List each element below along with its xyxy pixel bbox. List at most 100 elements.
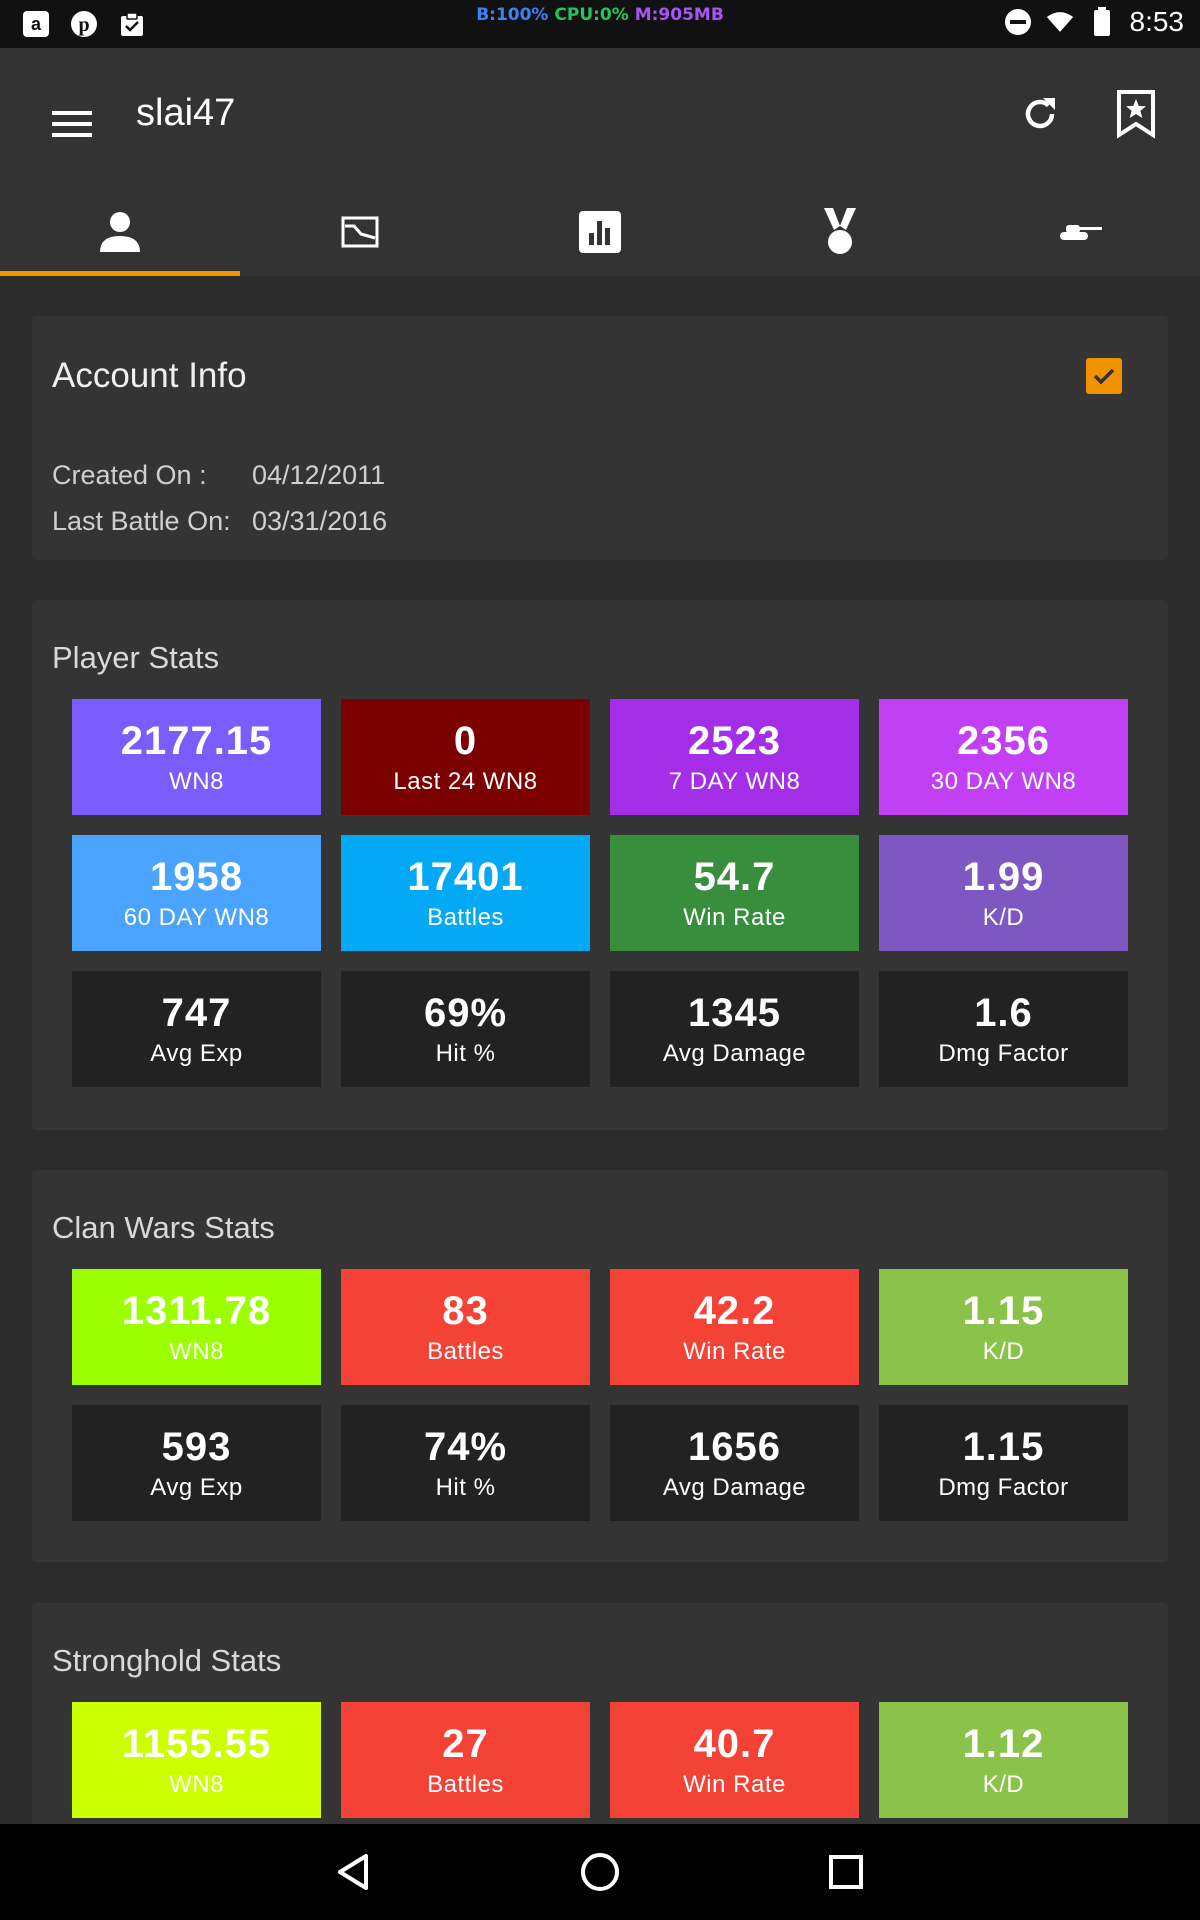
- tab-account[interactable]: [0, 188, 240, 276]
- stat-tile: 1155.55 WN8: [72, 1702, 321, 1818]
- tab-bar: [0, 188, 1200, 276]
- stat-label: Battles: [427, 904, 504, 931]
- bookmark-star-icon: [1117, 90, 1155, 139]
- stat-label: Dmg Factor: [938, 1040, 1069, 1067]
- created-on-value: 04/12/2011: [252, 460, 386, 490]
- stat-value: 2356: [957, 719, 1050, 763]
- home-icon: [581, 1853, 619, 1891]
- cpu-monitor: CPU:0%: [554, 5, 629, 25]
- stat-tile: 83 Battles: [341, 1269, 590, 1385]
- stat-value: 1311.78: [121, 1289, 272, 1333]
- refresh-icon: [1025, 98, 1055, 129]
- last-battle-label: Last Battle On:: [52, 506, 231, 536]
- stat-value: 593: [161, 1425, 232, 1469]
- stat-tile: 54.7 Win Rate: [610, 835, 859, 951]
- stat-tile: 27 Battles: [341, 1702, 590, 1818]
- bar-chart-icon: [579, 211, 621, 253]
- stat-value: 83: [442, 1289, 489, 1333]
- stat-value: 747: [161, 991, 232, 1035]
- recents-button[interactable]: [818, 1844, 874, 1900]
- stat-label: 60 DAY WN8: [123, 904, 270, 931]
- svg-text:a: a: [31, 14, 42, 34]
- person-icon: [100, 212, 140, 252]
- stat-value: 1.99: [962, 855, 1045, 899]
- stat-tile: 2177.15 WN8: [72, 699, 321, 815]
- stat-value: 2177.15: [120, 719, 273, 763]
- pinterest-icon: p: [70, 10, 98, 38]
- stronghold-stats-grid: 1155.55 WN8 27 Battles 40.7 Win Rate 1.12 K/D: [72, 1702, 1128, 1818]
- stat-tile: 1656 Avg Damage: [610, 1405, 859, 1521]
- system-monitor: B:100% CPU:0% M:905MB: [0, 5, 1200, 25]
- tank-icon: [1060, 225, 1102, 240]
- stat-label: 7 DAY WN8: [668, 768, 801, 795]
- stat-tile: 593 Avg Exp: [72, 1405, 321, 1521]
- stat-value: 1.15: [962, 1289, 1045, 1333]
- amazon-icon: a: [22, 10, 50, 38]
- bookmark-button[interactable]: [1110, 86, 1162, 142]
- stat-label: Avg Exp: [150, 1474, 243, 1501]
- last-battle-value: 03/31/2016: [252, 506, 388, 536]
- battery-icon: [1088, 7, 1116, 36]
- stat-label: Avg Damage: [662, 1040, 807, 1067]
- battery-monitor: B:100%: [476, 5, 549, 25]
- stat-tile: 1311.78 WN8: [72, 1269, 321, 1385]
- stat-value: 69%: [423, 991, 508, 1035]
- stat-value: 74%: [423, 1425, 508, 1469]
- stat-value: 1656: [688, 1425, 781, 1469]
- tab-vehicles[interactable]: [960, 188, 1200, 276]
- stat-label: K/D: [982, 1338, 1025, 1365]
- created-on-label: Created On :: [52, 460, 207, 490]
- stat-tile: 1.15 Dmg Factor: [879, 1405, 1128, 1521]
- svg-text:p: p: [78, 14, 89, 36]
- player-stats-grid: 2177.15 WN8 0 Last 24 WN8 2523 7 DAY WN8 2356 3…: [72, 699, 1128, 1087]
- stat-tile: 2523 7 DAY WN8: [610, 699, 859, 815]
- stat-label: Dmg Factor: [938, 1474, 1069, 1501]
- refresh-button[interactable]: [1014, 88, 1066, 140]
- status-bar: a p B:100% CPU:0% M:905MB 8:53: [0, 0, 1200, 48]
- stat-value: 2523: [688, 719, 781, 763]
- back-button[interactable]: [326, 1844, 382, 1900]
- app-bar: slai47: [0, 48, 1200, 276]
- stat-value: 40.7: [693, 1722, 776, 1766]
- stat-value: 1.6: [974, 991, 1033, 1035]
- do-not-disturb-icon: [1004, 8, 1032, 36]
- stat-tile: 1345 Avg Damage: [610, 971, 859, 1087]
- stat-value: 1155.55: [121, 1722, 272, 1766]
- stat-tile: 1.6 Dmg Factor: [879, 971, 1128, 1087]
- stat-value: 17401: [407, 855, 524, 899]
- menu-button[interactable]: [46, 98, 98, 150]
- created-on-row: Created On : 04/12/2011: [52, 460, 385, 491]
- stat-value: 0: [453, 719, 478, 763]
- check-icon: [1093, 368, 1115, 385]
- wifi-icon: [1046, 8, 1074, 36]
- tab-achievements[interactable]: [720, 188, 960, 276]
- stat-label: Hit %: [435, 1040, 496, 1067]
- clan-wars-stats-card: Clan Wars Stats 1311.78 WN8 83 Battles 42.2 W…: [32, 1170, 1168, 1562]
- account-checkbox[interactable]: [1086, 358, 1122, 394]
- stat-tile: 0 Last 24 WN8: [341, 699, 590, 815]
- stat-label: WN8: [169, 768, 224, 795]
- stat-label: Hit %: [435, 1474, 496, 1501]
- stat-tile: 1.15 K/D: [879, 1269, 1128, 1385]
- app-title: slai47: [136, 92, 236, 134]
- account-info-title: Account Info: [52, 356, 247, 395]
- stat-tile: 1.99 K/D: [879, 835, 1128, 951]
- stat-label: K/D: [982, 904, 1025, 931]
- stat-label: WN8: [169, 1338, 224, 1365]
- stat-value: 54.7: [693, 855, 776, 899]
- tab-stats[interactable]: [480, 188, 720, 276]
- stat-tile: 1958 60 DAY WN8: [72, 835, 321, 951]
- player-stats-title: Player Stats: [52, 640, 220, 675]
- stat-label: Avg Damage: [662, 1474, 807, 1501]
- stronghold-stats-card: Stronghold Stats 1155.55 WN8 27 Battles 40.7…: [32, 1603, 1168, 1824]
- stat-tile: 1.12 K/D: [879, 1702, 1128, 1818]
- stat-label: WN8: [169, 1771, 224, 1798]
- back-icon: [338, 1854, 368, 1890]
- stat-label: Avg Exp: [150, 1040, 243, 1067]
- tab-graphs[interactable]: [240, 188, 480, 276]
- stat-value: 1958: [150, 855, 243, 899]
- clan-wars-stats-grid: 1311.78 WN8 83 Battles 42.2 Win Rate 1.15 K/D 59…: [72, 1269, 1128, 1521]
- clock: 8:53: [1129, 6, 1185, 37]
- home-button[interactable]: [572, 1844, 628, 1900]
- stat-label: Last 24 WN8: [393, 768, 538, 795]
